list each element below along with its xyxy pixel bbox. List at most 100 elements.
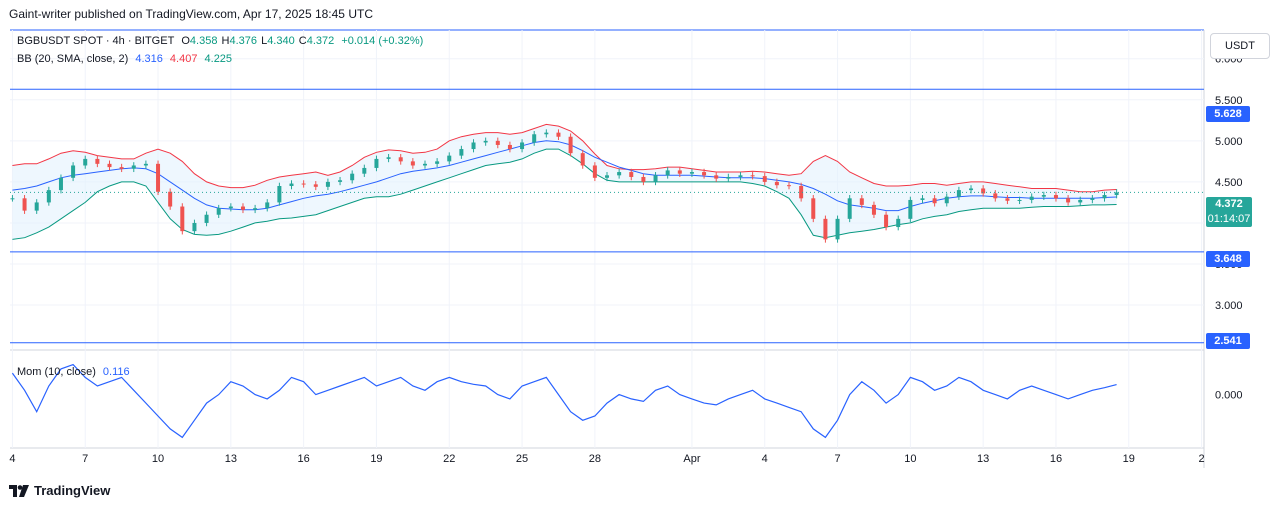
candle-body [799, 186, 804, 199]
candle-body [956, 190, 961, 197]
candle-body [847, 198, 852, 219]
time-tick-label: 7 [834, 453, 840, 465]
candle-body [83, 158, 88, 166]
time-tick-label: 4 [762, 453, 768, 465]
candle-body [605, 175, 609, 178]
candle-body [507, 144, 512, 150]
candle-body [386, 157, 391, 159]
time-tick-label: 4 [9, 453, 15, 465]
bb-label[interactable]: BB (20, SMA, close, 2) [17, 53, 129, 65]
candle-body [350, 173, 355, 181]
candle-body [410, 161, 415, 166]
candle-body [1029, 196, 1034, 200]
candle-body [981, 188, 986, 194]
candle-body [107, 163, 112, 168]
time-tick-label: 19 [1123, 453, 1135, 465]
candle-body [871, 204, 876, 215]
bb-legend: BB (20, SMA, close, 2) 4.316 4.407 4.225 [17, 53, 236, 65]
candle-body [762, 176, 767, 182]
candle-body [471, 142, 476, 150]
symbol-info[interactable]: BGBUSDT SPOT · 4h · BITGET [17, 35, 175, 47]
candle-body [58, 177, 63, 191]
candle-body [702, 172, 707, 176]
candle-body [192, 222, 197, 232]
bb-upper-line [12, 123, 1117, 193]
time-tick-label: 2 [1199, 453, 1205, 465]
candle-body [568, 136, 573, 154]
time-tick-label: 16 [298, 453, 310, 465]
candle-body [665, 170, 670, 176]
candle-body [823, 218, 828, 240]
candle-body [180, 206, 185, 232]
candle-body [592, 165, 597, 178]
candle-body [216, 208, 221, 215]
candle-body [289, 183, 294, 186]
time-tick-label: 7 [82, 453, 88, 465]
time-tick-label: 19 [370, 453, 382, 465]
time-tick-label: 10 [904, 453, 916, 465]
candle-body [483, 140, 488, 143]
mom-label[interactable]: Mom (10, close) [17, 366, 96, 378]
candle-body [1005, 198, 1010, 201]
candle-body [1114, 192, 1119, 196]
candle-body [544, 132, 549, 135]
time-tick-label: 10 [152, 453, 164, 465]
candle-body [71, 165, 76, 178]
candle-body [374, 158, 379, 168]
level-tag: 3.648 [1206, 251, 1250, 267]
candle-body [435, 161, 440, 164]
candle-body [944, 196, 949, 204]
candle-body [253, 208, 258, 210]
mom-legend: Mom (10, close) 0.116 [17, 366, 134, 378]
candle-body [520, 142, 525, 150]
time-tick-label: Apr [683, 453, 700, 465]
price-tick-label: 5.000 [1215, 136, 1243, 148]
price-tick-label: 5.500 [1215, 95, 1243, 107]
close-value: C4.372 [298, 35, 335, 47]
bb-lower-value: 4.225 [204, 53, 233, 65]
candle-body [447, 155, 452, 162]
bar-countdown: 01:14:07 [1207, 213, 1251, 225]
candle-body [168, 191, 173, 207]
candle-body [301, 183, 306, 185]
candle-body [240, 206, 245, 210]
bb-upper-value: 4.407 [169, 53, 198, 65]
candle-body [835, 218, 840, 240]
candle-body [398, 157, 403, 162]
level-tag: 2.541 [1206, 333, 1250, 349]
candle-body [265, 202, 270, 209]
candle-body [556, 132, 561, 137]
currency-button[interactable]: USDT [1210, 33, 1270, 59]
publisher-header: Gaint-writer published on TradingView.co… [9, 7, 373, 21]
time-tick-label: 28 [589, 453, 601, 465]
candle-body [774, 181, 779, 186]
candle-body [580, 153, 585, 166]
candle-body [908, 199, 913, 219]
candle-body [22, 198, 27, 211]
candle-body [1017, 199, 1022, 201]
candle-body [617, 172, 622, 176]
candle-body [859, 198, 864, 205]
candle-body [204, 214, 209, 223]
candle-body [641, 176, 646, 182]
bollinger-band-fill [12, 124, 1117, 240]
candle-body [277, 186, 282, 203]
symbol-legend: BGBUSDT SPOT · 4h · BITGET O4.358 H4.376… [17, 35, 427, 47]
candle-body [1102, 195, 1107, 199]
candle-body [532, 134, 537, 143]
candle-body [653, 175, 658, 182]
candle-body [34, 202, 39, 211]
price-tick-label: 4.500 [1215, 177, 1243, 189]
tradingview-logo[interactable]: TradingView [9, 483, 110, 498]
candle-body [884, 214, 889, 228]
candle-body [1066, 198, 1071, 203]
brand-name: TradingView [34, 483, 111, 498]
candle-body [920, 198, 925, 200]
candle-body [1078, 199, 1083, 203]
candle-body [811, 198, 816, 219]
time-tick-label: 25 [516, 453, 528, 465]
candle-body [726, 176, 731, 179]
candle-body [738, 175, 743, 177]
candle-body [325, 181, 330, 187]
